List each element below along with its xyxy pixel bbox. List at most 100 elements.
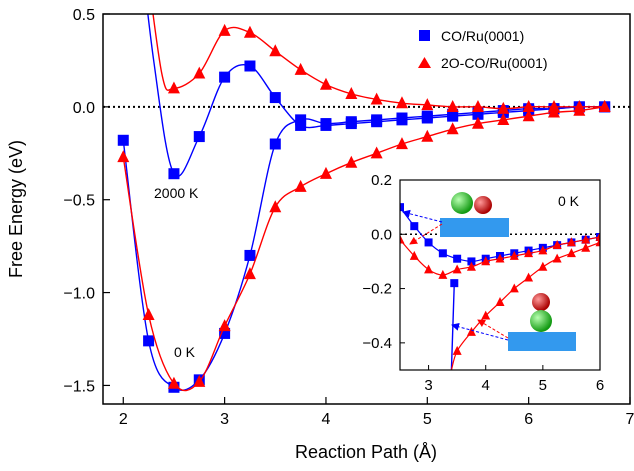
legend-marker-o-co: [418, 57, 431, 68]
data-point: [219, 71, 231, 83]
data-point: [219, 327, 231, 339]
surface-slab-top: [440, 218, 509, 237]
data-point: [319, 77, 332, 90]
oxygen-atom-bottom: [532, 293, 550, 311]
inset-data-point: [400, 203, 404, 212]
inset-chart: 0 K 3 4 5 6 0.2 0.0 −0.2 −0.4: [362, 172, 604, 394]
inset-label-0k: 0 K: [558, 193, 580, 209]
data-point: [319, 166, 332, 179]
data-point: [522, 100, 535, 112]
data-point: [167, 81, 180, 94]
arrow-blue-top: [402, 209, 443, 223]
inset-data-point: [452, 345, 462, 355]
inset-data-point: [409, 250, 419, 260]
data-point: [472, 108, 484, 120]
data-point: [167, 376, 180, 389]
data-point: [243, 25, 256, 38]
main-axis-ticks: 2 3 4 5 6 70.50.0−0.5−1.0−1.5: [63, 7, 634, 428]
data-point: [117, 150, 130, 163]
inset-data-point: [481, 256, 491, 266]
y-tick-label: 0.0: [73, 100, 95, 117]
x-tick-label: 6: [524, 411, 533, 428]
x-tick-label: 2: [119, 411, 128, 428]
inset-data-point: [466, 261, 476, 271]
inset-axis-ticks: 3 4 5 6 0.2 0.0 −0.2 −0.4: [362, 172, 604, 394]
data-point: [345, 87, 358, 99]
inset-data-point: [438, 269, 448, 279]
data-point: [295, 114, 307, 126]
data-point: [446, 100, 459, 112]
y-tick-label: −1.5: [63, 378, 95, 395]
inset-x-tick-label: 3: [424, 377, 432, 394]
inset-data-point: [410, 222, 419, 231]
inset-y-tick-label: −0.4: [362, 335, 392, 352]
inset-data-point: [509, 250, 519, 260]
inset-data-point: [509, 283, 519, 293]
data-point: [193, 374, 206, 387]
data-point: [142, 308, 155, 320]
arrow-red-top: [409, 223, 443, 245]
inset-data-point: [466, 326, 476, 336]
data-point: [471, 116, 484, 129]
inset-data-point: [450, 279, 459, 288]
inset-data-point: [566, 237, 576, 247]
arrow-red-bottom: [477, 319, 509, 339]
inset-data-point: [552, 253, 562, 263]
y-tick-label: −1.0: [63, 286, 95, 303]
inset-data-point: [424, 238, 433, 247]
y-tick-label: 0.5: [73, 7, 95, 24]
legend-label-o-co: 2O-CO/Ru(0001): [441, 55, 548, 71]
data-point: [295, 119, 307, 131]
inset-data-point: [566, 248, 576, 258]
inset-data-point: [552, 240, 562, 249]
inset-data-point: [467, 257, 476, 266]
inset-data-point: [538, 261, 548, 271]
inset-data-point: [595, 237, 600, 247]
data-point: [193, 66, 206, 79]
data-point: [370, 92, 383, 105]
data-point: [497, 101, 510, 114]
data-point: [218, 23, 231, 36]
data-point: [168, 168, 180, 180]
data-point: [294, 179, 307, 192]
data-point: [522, 109, 535, 122]
inset-data-point: [438, 249, 447, 258]
data-point: [471, 100, 484, 112]
inset-y-tick-label: −0.2: [362, 281, 392, 298]
data-point: [269, 138, 281, 150]
x-tick-label: 4: [322, 411, 331, 428]
inset-data-point: [581, 234, 591, 244]
data-point: [243, 267, 256, 280]
data-point: [345, 118, 357, 130]
x-axis-label: Reaction Path (Å): [295, 442, 437, 462]
inset-data-point: [524, 248, 534, 258]
inset-data-point: [581, 242, 591, 252]
inset-data-point: [453, 254, 462, 263]
data-point: [294, 62, 307, 75]
inset-data-point: [595, 231, 600, 241]
data-point: [320, 119, 332, 131]
data-point: [395, 96, 408, 109]
inset-data-point: [495, 297, 505, 306]
data-point: [244, 60, 256, 72]
data-point: [421, 129, 434, 142]
legend: CO/Ru(0001) 2O-CO/Ru(0001): [418, 28, 548, 71]
data-point: [143, 335, 155, 347]
data-point: [547, 100, 560, 112]
data-point: [598, 100, 611, 112]
series-line: [147, 14, 605, 178]
data-point: [497, 113, 510, 125]
inset-y-tick-label: 0.0: [371, 226, 392, 243]
inset-x-tick-label: 6: [596, 377, 604, 394]
data-point: [446, 122, 459, 135]
annotation-2000k: 2000 K: [154, 185, 199, 201]
inset-data-point: [495, 253, 505, 263]
data-point: [269, 200, 282, 213]
data-point: [193, 131, 205, 143]
data-point: [370, 146, 383, 159]
annotation-0k: 0 K: [174, 344, 196, 360]
inset-data-point: [524, 272, 534, 282]
inset-data-point: [538, 245, 548, 255]
legend-marker-co: [419, 30, 430, 41]
inset-data-point: [452, 264, 462, 274]
